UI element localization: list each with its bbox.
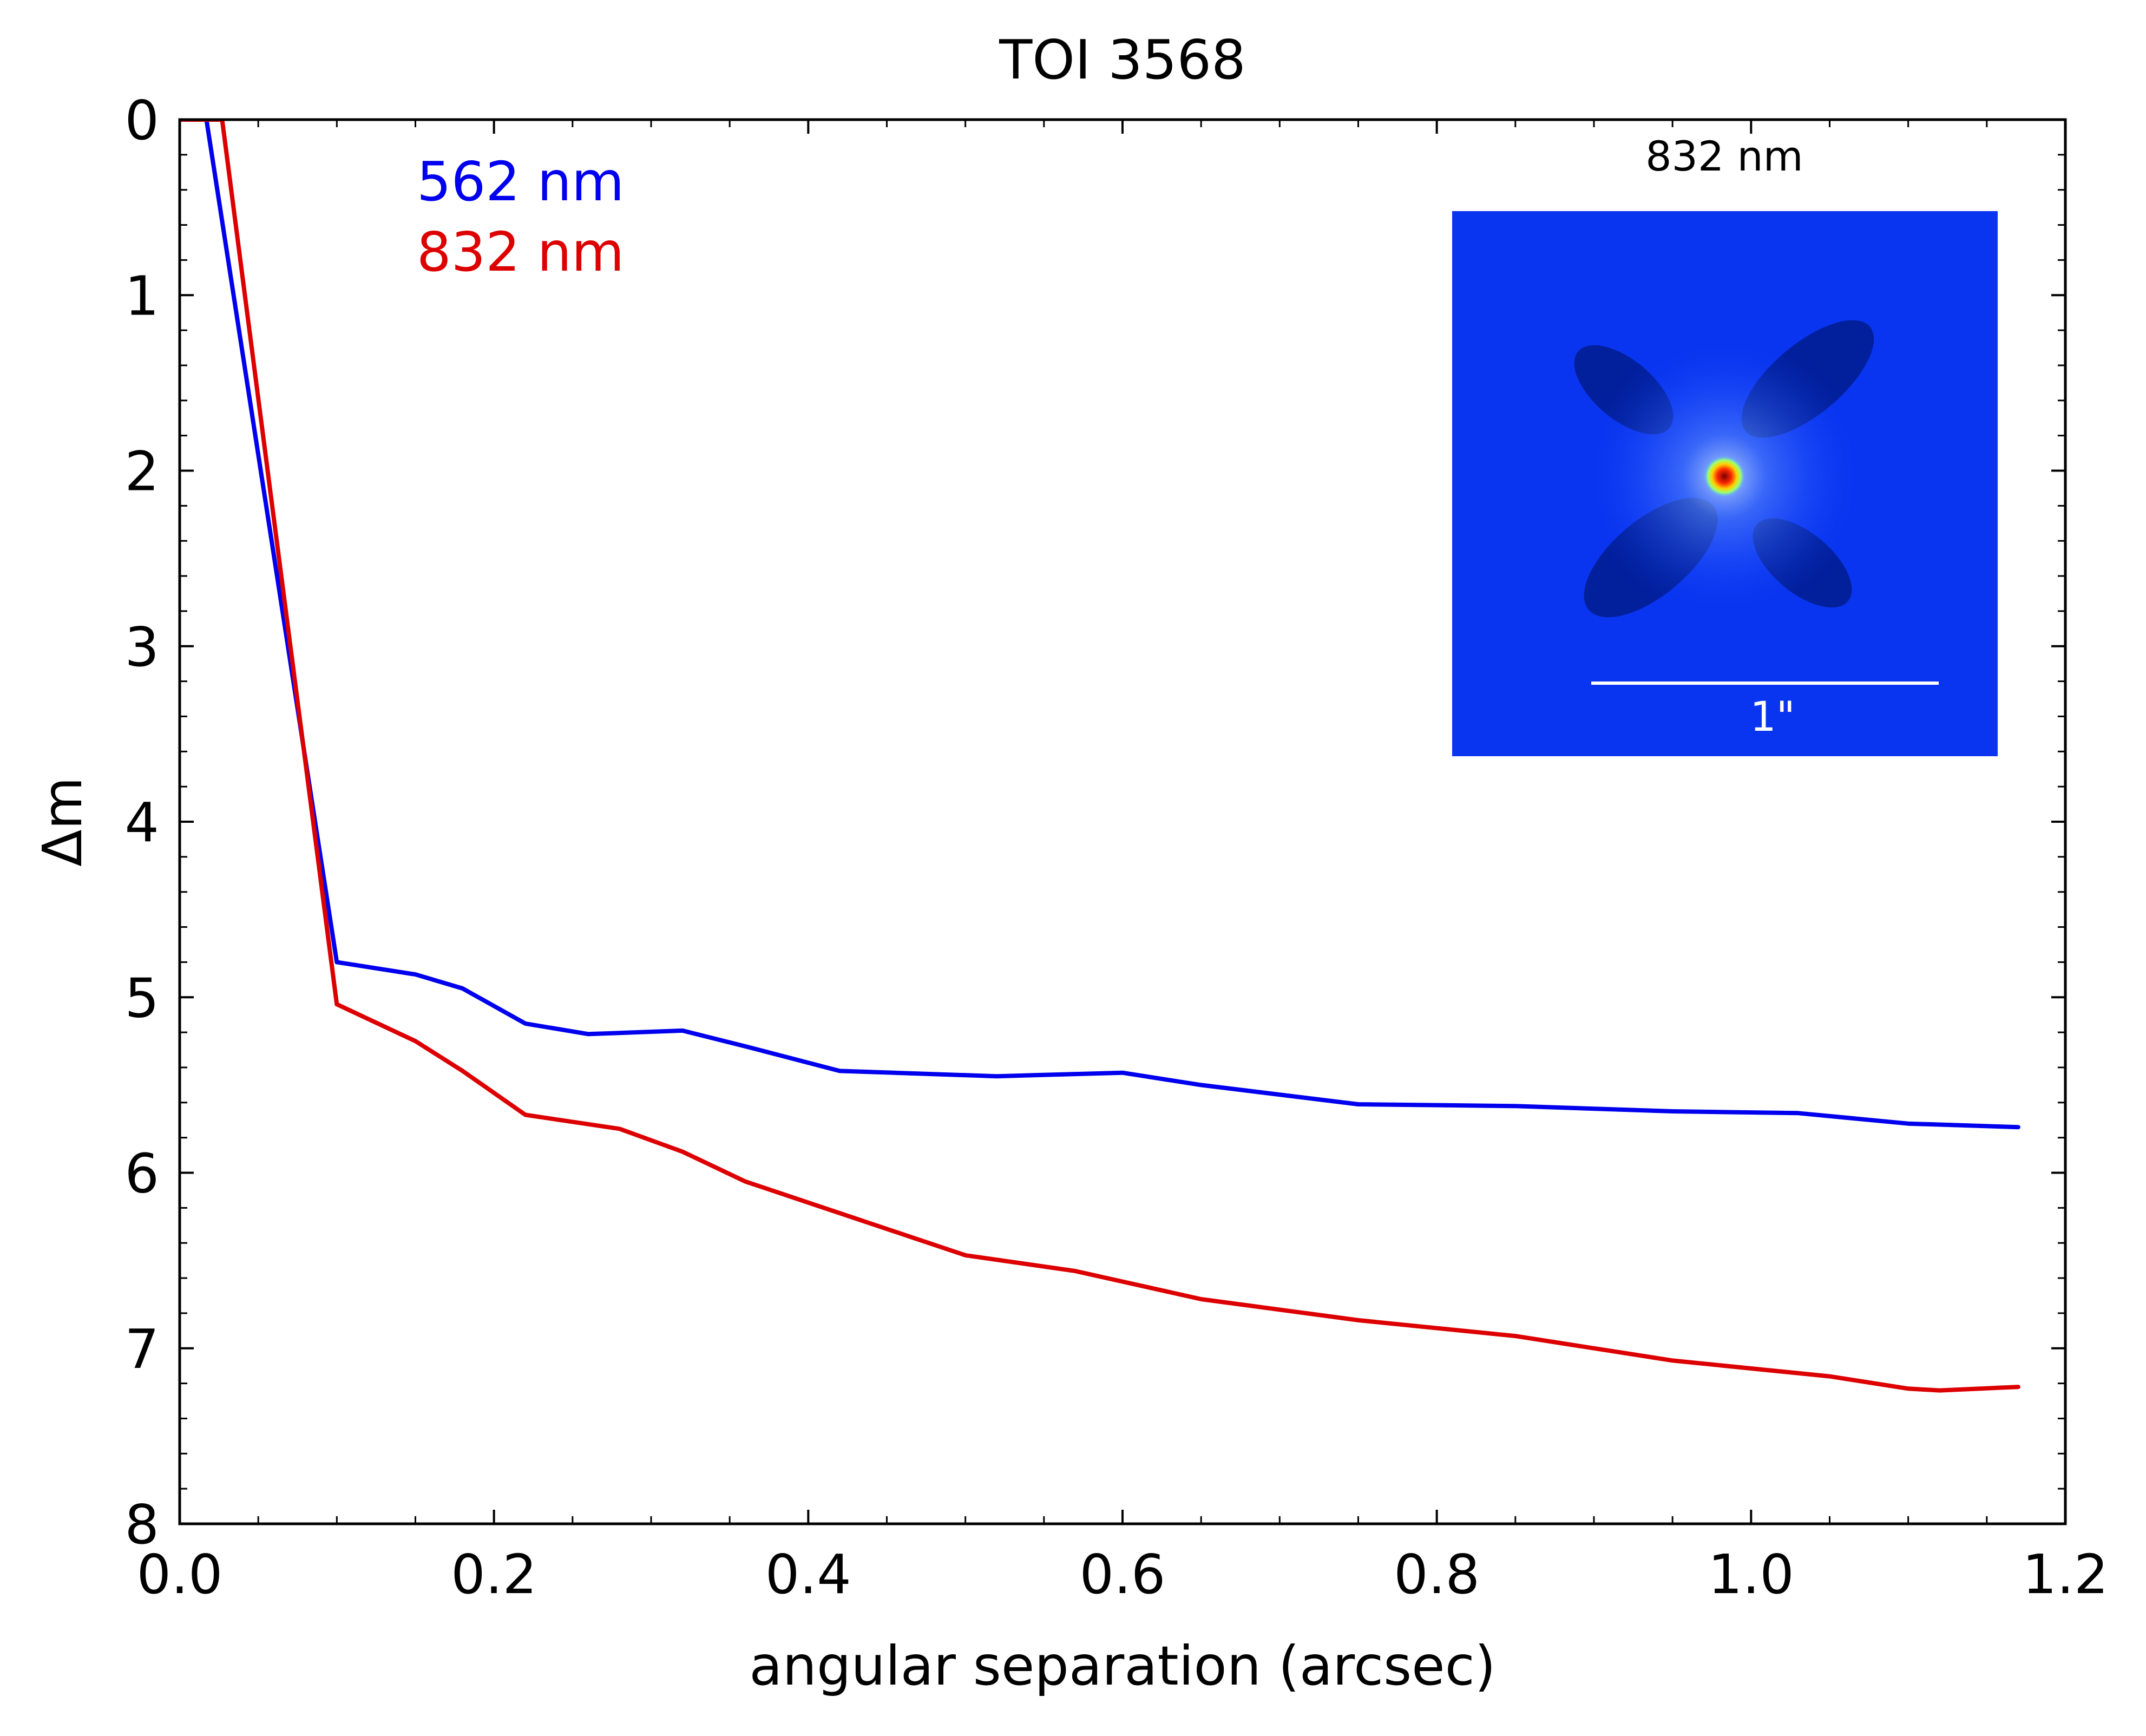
legend-label-562nm: 562 nm bbox=[417, 150, 624, 213]
plot-frame bbox=[178, 118, 2067, 1525]
x-tick-label: 0.0 bbox=[136, 1543, 222, 1606]
y-tick-label: 7 bbox=[124, 1318, 159, 1381]
inset-star-core bbox=[1704, 456, 1745, 497]
x-axis-label: angular separation (arcsec) bbox=[749, 1634, 1495, 1698]
series-line-832nm bbox=[180, 120, 2020, 1393]
x-tick-label: 0.8 bbox=[1394, 1543, 1480, 1606]
chart-title: TOI 3568 bbox=[999, 28, 1246, 91]
y-tick-label: 3 bbox=[124, 615, 159, 679]
y-tick-label: 0 bbox=[124, 89, 159, 152]
y-tick-label: 2 bbox=[124, 440, 159, 503]
speckle-inset: 832 nm 1" bbox=[1452, 132, 1998, 756]
y-tick-label: 8 bbox=[124, 1493, 159, 1556]
y-tick-label: 6 bbox=[124, 1142, 159, 1206]
x-tick-label: 0.6 bbox=[1079, 1543, 1165, 1606]
y-tick-label: 5 bbox=[124, 966, 159, 1030]
series-line-562nm bbox=[180, 120, 2020, 1130]
tick-labels: 0.0 0.2 0.4 0.6 0.8 1.0 1.2 0 1 2 3 4 5 6 7 8 bbox=[124, 89, 2108, 1606]
inset-label: 832 nm bbox=[1645, 132, 1803, 180]
x-tick-label: 1.0 bbox=[1708, 1543, 1794, 1606]
x-tick-label: 0.4 bbox=[765, 1543, 851, 1606]
x-tick-label: 1.2 bbox=[2022, 1543, 2108, 1606]
legend-label-832nm: 832 nm bbox=[417, 220, 624, 284]
series-layer bbox=[180, 120, 2020, 1393]
y-tick-label: 1 bbox=[124, 264, 159, 327]
y-axis-label: Δm bbox=[31, 777, 94, 867]
y-tick-label: 4 bbox=[124, 791, 159, 854]
x-tick-label: 0.2 bbox=[451, 1543, 537, 1606]
inset-scale-bar-label: 1" bbox=[1750, 692, 1795, 741]
